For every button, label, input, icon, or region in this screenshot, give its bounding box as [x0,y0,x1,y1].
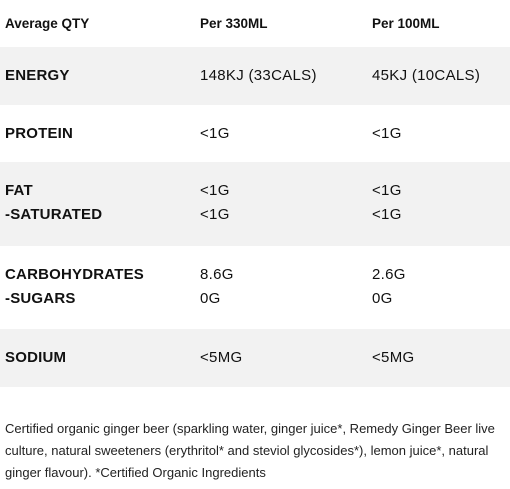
value-line: 2.6G [372,266,406,283]
value-line: 8.6G [200,266,234,283]
nutrient-label-line: -SATURATED [5,206,103,223]
value-per-330ml-carbohydrates: 8.6G 0G [200,263,234,311]
nutrient-label-line: CARBOHYDRATES [5,266,144,283]
value-per-100ml-fat: <1G <1G [372,179,402,227]
value-line: <5MG [200,349,243,366]
value-line: <1G [200,206,230,223]
value-line: <1G [372,206,402,223]
nutrient-label-line: ENERGY [5,67,70,84]
nutrition-table: Average QTY Per 330ML Per 100ML ENERGY 1… [0,0,510,387]
value-line: <1G [372,125,402,142]
value-per-100ml-energy: 45KJ (10CALS) [372,64,480,88]
value-per-100ml-carbohydrates: 2.6G 0G [372,263,406,311]
value-per-330ml-sodium: <5MG [200,346,242,370]
value-per-330ml-fat: <1G <1G [200,179,230,227]
table-row-carbohydrates: CARBOHYDRATES -SUGARS 8.6G 0G 2.6G 0G [0,246,510,329]
nutrient-label-line: SODIUM [5,349,67,366]
value-per-330ml-protein: <1G [200,122,230,146]
value-per-100ml-protein: <1G [372,122,402,146]
value-per-100ml-sodium: <5MG [372,346,414,370]
value-line: 148KJ (33CALS) [200,67,317,84]
table-header-row: Average QTY Per 330ML Per 100ML [0,0,510,47]
nutrient-label-protein: PROTEIN [5,122,73,146]
header-per-100ml: Per 100ML [372,16,440,31]
value-line: 0G [200,290,221,307]
value-line: 0G [372,290,393,307]
value-line: <1G [200,182,230,199]
header-per-330ml: Per 330ML [200,16,268,31]
table-row-protein: PROTEIN <1G <1G [0,105,510,162]
value-line: <1G [200,125,230,142]
nutrient-label-line: FAT [5,182,33,199]
value-line: 45KJ (10CALS) [372,67,481,84]
table-row-energy: ENERGY 148KJ (33CALS) 45KJ (10CALS) [0,47,510,105]
nutrient-label-energy: ENERGY [5,64,70,88]
value-line: <1G [372,182,402,199]
table-row-sodium: SODIUM <5MG <5MG [0,329,510,387]
nutrient-label-line: PROTEIN [5,125,74,142]
nutrient-label-fat: FAT -SATURATED [5,179,102,227]
nutrient-label-carbohydrates: CARBOHYDRATES -SUGARS [5,263,144,311]
nutrient-label-line: -SUGARS [5,290,76,307]
nutrient-label-sodium: SODIUM [5,346,66,370]
value-line: <5MG [372,349,415,366]
value-per-330ml-energy: 148KJ (33CALS) [200,64,317,88]
header-average-qty: Average QTY [5,16,90,31]
ingredients-footnote: Certified organic ginger beer (sparkling… [5,421,495,480]
table-row-fat: FAT -SATURATED <1G <1G <1G <1G [0,162,510,246]
